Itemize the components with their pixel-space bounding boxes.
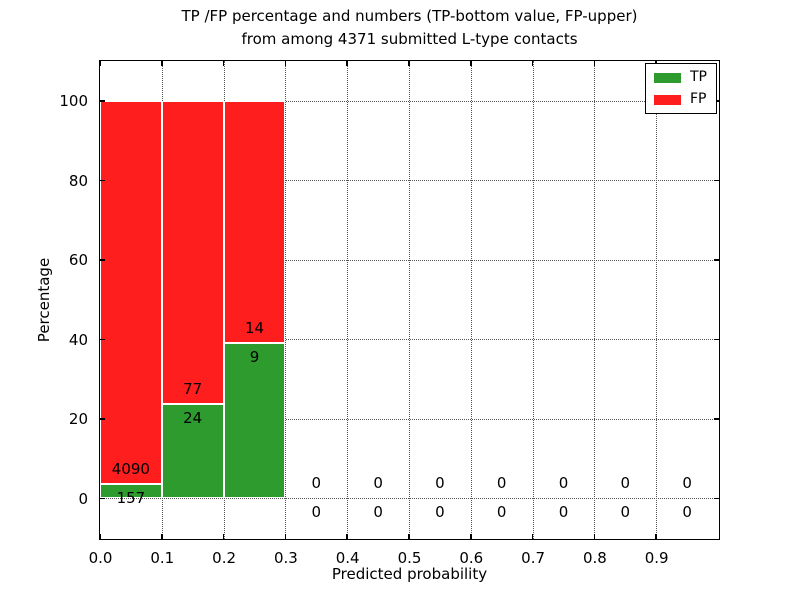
grid-line-vertical [656,61,658,539]
chart-title: TP /FP percentage and numbers (TP-bottom… [99,5,720,51]
fp-count-label: 0 [496,474,507,493]
bar-segment-fp [100,100,162,484]
x-axis-label: Predicted probability [331,565,488,583]
tick-mark [161,534,163,539]
tick-mark [655,534,657,539]
tick-mark [100,100,105,102]
fp-count-label: 14 [244,318,265,337]
tick-mark [284,61,287,66]
fp-count-label: 0 [620,474,631,493]
tick-mark [222,61,225,66]
grid-line-vertical [285,61,287,539]
tick-mark [99,534,101,539]
x-tick-label: 0.2 [212,549,237,567]
chart-title-line2: from among 4371 submitted L-type contact… [241,30,578,48]
tp-count-label: 0 [558,503,569,522]
tick-mark [408,61,410,66]
tick-mark [346,61,348,66]
tp-count-label: 0 [311,503,322,522]
x-tick-label: 0.5 [397,549,422,567]
y-tick-label: 100 [59,92,88,111]
x-tick-label: 0.4 [335,549,360,567]
tick-mark [161,61,163,66]
tick-mark [470,61,472,66]
legend-swatch-tp-icon [654,72,681,83]
legend-label-fp: FP [690,91,707,107]
tick-mark [284,534,287,539]
x-tick-label: 0.3 [273,549,298,567]
tick-mark [100,497,105,499]
grid-line-vertical [532,61,534,539]
bar-segment-fp [161,100,224,404]
tick-mark [99,61,101,66]
fp-count-label: 0 [373,474,383,493]
y-tick-label: 20 [68,410,88,429]
bar-segment-fp [223,100,286,343]
tick-mark [714,497,719,499]
tick-mark [531,61,534,66]
y-tick-label: 40 [68,330,88,349]
x-tick-label: 0.0 [88,549,113,567]
legend-label-tp: TP [690,69,707,85]
tick-mark [714,179,719,181]
legend-item-tp: TP [654,70,707,85]
tick-mark [470,534,472,539]
y-tick-label: 80 [68,171,88,190]
tick-mark [100,259,105,261]
tp-count-label: 157 [116,488,146,507]
tp-count-label: 9 [249,347,260,366]
x-tick-label: 0.1 [150,549,175,567]
chart-title-line1: TP /FP percentage and numbers (TP-bottom… [181,7,638,25]
fp-count-label: 77 [183,379,203,398]
fp-count-label: 0 [682,474,692,493]
tick-mark [408,534,410,539]
tick-mark [714,418,719,420]
legend-swatch-fp-icon [654,94,681,105]
tick-mark [100,418,105,420]
tp-count-label: 0 [682,503,692,522]
x-tick-label: 0.6 [459,549,484,567]
fp-count-label: 0 [435,474,445,493]
tick-mark [593,61,596,66]
x-tick-label: 0.9 [644,549,669,567]
bar-segment-tp [161,403,224,499]
grid-line-vertical [594,61,596,539]
tick-mark [531,534,534,539]
tp-count-label: 0 [496,503,507,522]
tick-mark [100,338,105,340]
bar-segment-tp [223,342,286,499]
tick-mark [346,534,348,539]
tp-count-label: 0 [373,503,383,522]
y-tick-label: 60 [68,251,88,270]
tp-count-label: 0 [620,503,631,522]
x-tick-label: 0.8 [582,549,607,567]
tick-mark [222,534,225,539]
grid-line-vertical [347,61,349,539]
tp-count-label: 0 [435,503,445,522]
legend-item-fp: FP [654,92,707,107]
tick-mark [100,179,105,181]
plot-area: 4090 157 77 24 14 9 0 0 0 0 0 0 0 0 0 0 0 0 0 0 [99,60,720,540]
tp-count-label: 24 [183,408,203,427]
bar-segment-tp [100,483,162,499]
legend: TP FP [645,63,717,114]
fp-count-label: 4090 [111,459,150,478]
grid-line-vertical [409,61,410,539]
fp-count-label: 0 [558,474,569,493]
tick-mark [593,534,596,539]
tick-mark [714,259,719,261]
tick-mark [714,338,719,340]
grid-line-vertical [470,61,472,539]
y-tick-label: 0 [78,489,88,508]
x-tick-label: 0.7 [521,549,546,567]
fp-count-label: 0 [311,474,322,493]
